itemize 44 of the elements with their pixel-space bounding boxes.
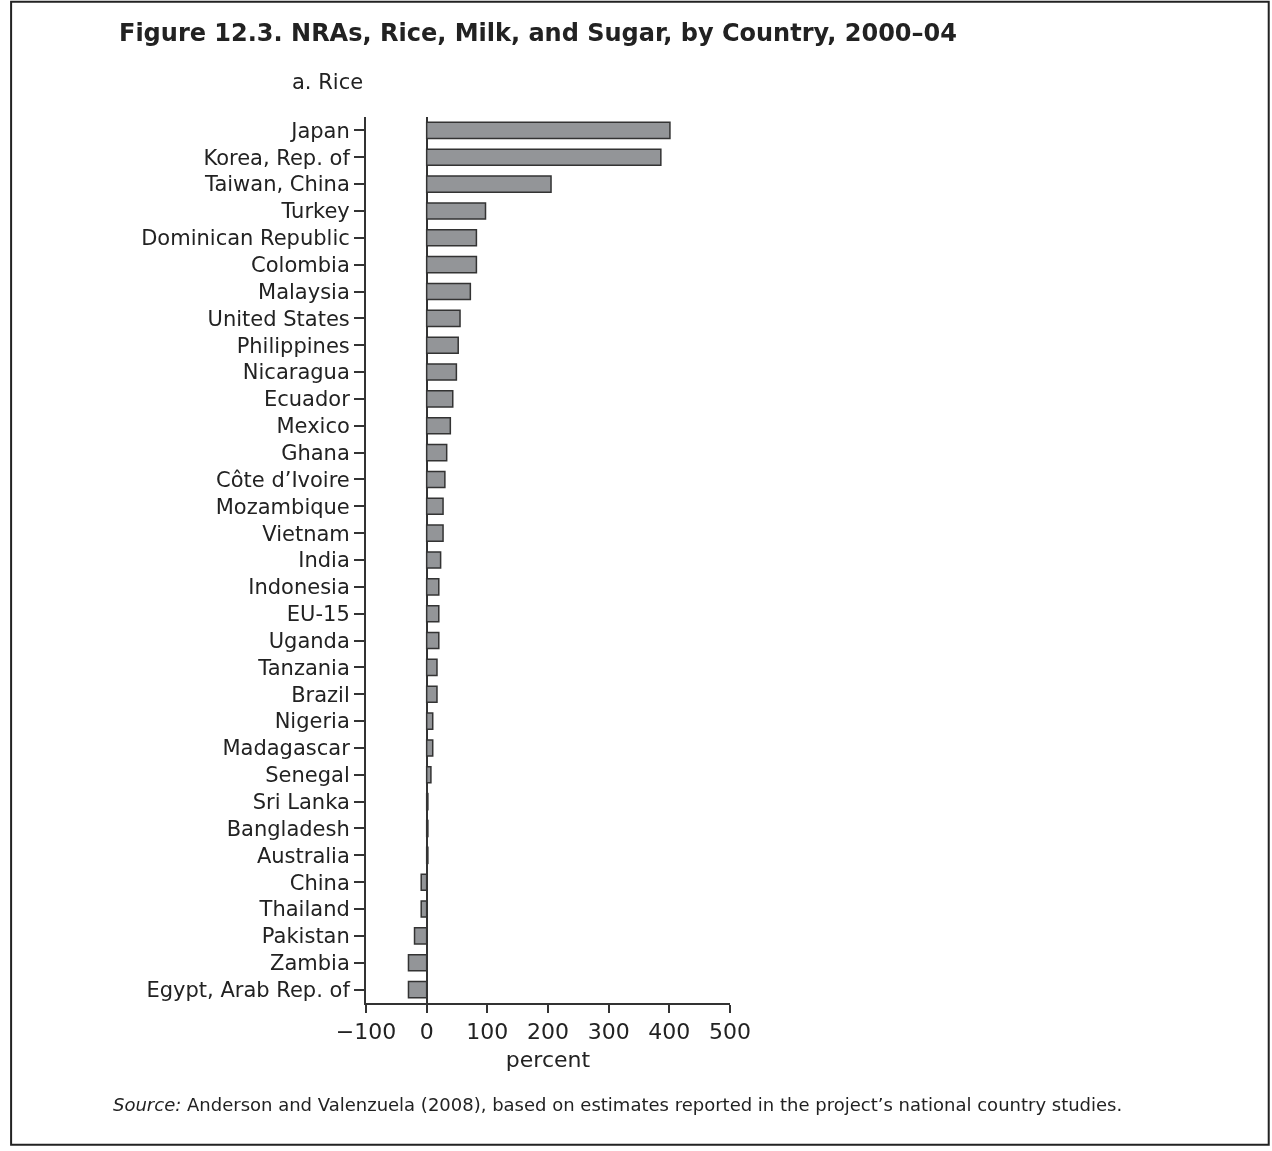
x-tick-label: 500 [709, 1019, 751, 1045]
source-note: Source: Anderson and Valenzuela (2008), based on estimates reported in the project’s national country studies. [113, 1094, 1123, 1115]
y-tick-label: Indonesia [248, 575, 350, 600]
y-tick-label: Colombia [251, 253, 350, 278]
y-tick-label: Mexico [276, 414, 350, 439]
y-tick-label: Nigeria [274, 709, 350, 734]
x-tick-label: 400 [648, 1019, 691, 1045]
chart-title: Figure 12.3. NRAs, Rice, Milk, and Sugar, by Country, 2000–04 [119, 19, 957, 47]
y-tick-label: Thailand [258, 897, 350, 922]
y-tick-label: Bangladesh [226, 816, 350, 841]
y-tick-label: India [298, 548, 350, 573]
y-tick-label: China [289, 870, 350, 895]
y-tick-label: Tanzania [257, 655, 350, 680]
y-tick-label: Egypt, Arab Rep. of [146, 977, 351, 1002]
y-tick-label: Dominican Republic [141, 226, 350, 251]
y-tick-label: Turkey [280, 199, 350, 224]
y-tick-label: Madagascar [222, 736, 351, 761]
x-tick-label: 300 [587, 1019, 630, 1045]
y-tick-label: Brazil [291, 682, 350, 707]
y-tick-label: Australia [256, 843, 350, 868]
y-tick-label: Sri Lanka [252, 789, 350, 814]
y-tick-label: Uganda [268, 628, 350, 653]
y-tick-label: Ecuador [263, 387, 351, 412]
y-tick-label: Korea, Rep. of [203, 145, 351, 170]
y-tick-label: Nicaragua [242, 360, 350, 385]
y-tick-label: Vietnam [262, 521, 350, 546]
y-tick-label: Pakistan [261, 924, 350, 949]
x-tick-label: 0 [419, 1019, 434, 1045]
y-tick-label: United States [207, 306, 350, 331]
x-tick-label: 100 [466, 1019, 509, 1045]
x-axis-title: percent [505, 1046, 591, 1072]
y-tick-label: Mozambique [215, 494, 350, 519]
y-tick-label: EU-15 [286, 602, 350, 627]
y-tick-label: Senegal [265, 763, 350, 788]
x-tick-label: −100 [335, 1019, 397, 1045]
y-tick-label: Philippines [236, 333, 350, 358]
y-tick-label: Côte d’Ivoire [216, 467, 350, 492]
y-tick-label: Malaysia [258, 279, 350, 304]
y-tick-label: Ghana [281, 440, 350, 465]
x-tick-label: 200 [527, 1019, 569, 1045]
y-tick-label: Taiwan, China [204, 172, 350, 197]
y-tick-label: Japan [289, 118, 350, 143]
chart-subtitle: a. Rice [292, 70, 364, 94]
y-tick-label: Zambia [270, 951, 350, 976]
